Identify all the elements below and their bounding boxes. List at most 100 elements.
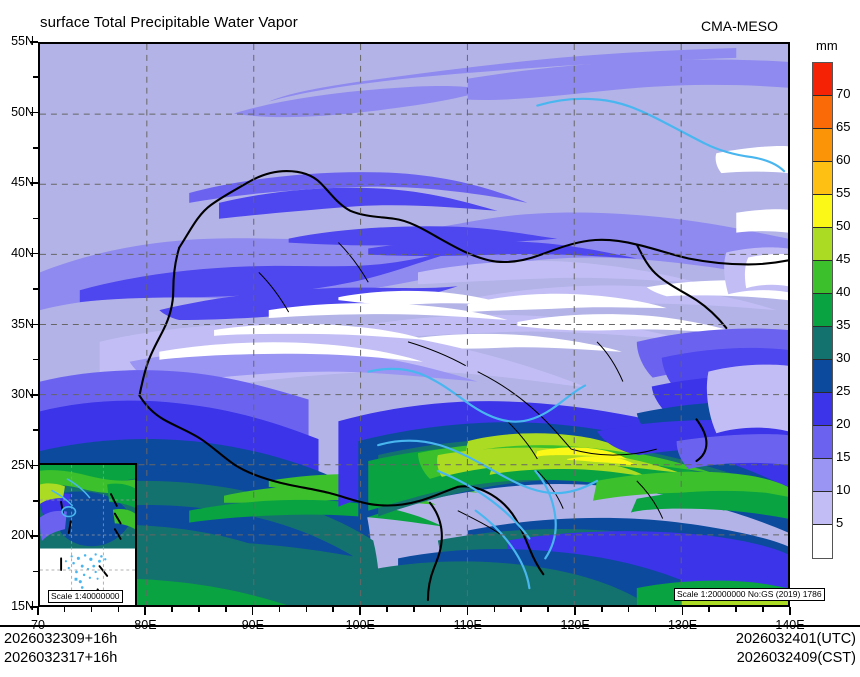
y-axis-minor-tick bbox=[33, 358, 38, 361]
map-canvas[interactable] bbox=[38, 42, 790, 607]
colorbar-tick-40: 40 bbox=[836, 284, 851, 299]
colorbar-segment bbox=[813, 525, 832, 558]
colorbar[interactable] bbox=[812, 62, 833, 559]
south-china-sea-inset[interactable] bbox=[38, 463, 137, 607]
footer-left: 2026032309+16h 2026032317+16h bbox=[4, 630, 117, 668]
x-axis-minor-tick bbox=[63, 607, 66, 612]
y-axis-label-15N: 15N bbox=[11, 599, 34, 613]
x-axis-minor-tick bbox=[332, 607, 335, 612]
y-axis-label-50N: 50N bbox=[11, 104, 34, 119]
inset-contour-svg bbox=[40, 465, 135, 605]
y-axis-label-35N: 35N bbox=[11, 316, 34, 331]
x-axis-minor-tick bbox=[627, 607, 630, 612]
x-axis-tick-130E bbox=[681, 607, 684, 615]
x-axis-minor-tick bbox=[305, 607, 308, 612]
colorbar-tick-60: 60 bbox=[836, 152, 851, 167]
y-axis-tick-45N bbox=[30, 182, 38, 184]
colorbar-segment bbox=[813, 195, 832, 228]
x-axis-minor-tick bbox=[171, 607, 173, 612]
x-axis-tick-100E bbox=[359, 607, 361, 615]
x-axis-tick-70 bbox=[37, 607, 39, 615]
colorbar-tick-70: 70 bbox=[836, 86, 851, 101]
x-axis-minor-tick bbox=[654, 607, 657, 612]
y-axis-minor-tick bbox=[33, 429, 38, 432]
map-contour-svg bbox=[40, 44, 788, 605]
colorbar-segment bbox=[813, 96, 832, 129]
x-axis-minor-tick bbox=[708, 607, 711, 612]
colorbar-segment bbox=[813, 162, 832, 195]
y-axis-minor-tick bbox=[33, 76, 38, 78]
footer-right-line2: 2026032409(CST) bbox=[736, 650, 856, 666]
x-axis-minor-tick bbox=[735, 607, 737, 612]
x-axis-tick-110E bbox=[466, 607, 469, 615]
y-axis-label-20N: 20N bbox=[11, 528, 34, 543]
colorbar-segment bbox=[813, 63, 832, 96]
colorbar-tick-15: 15 bbox=[836, 449, 851, 464]
y-axis-minor-tick bbox=[33, 288, 38, 290]
footer-left-line2: 2026032317+16h bbox=[4, 650, 118, 666]
y-axis-tick-15N bbox=[30, 606, 38, 608]
colorbar-segment bbox=[813, 129, 832, 162]
x-axis-tick-120E bbox=[574, 607, 576, 615]
y-axis-label-45N: 45N bbox=[11, 175, 34, 190]
colorbar-segment bbox=[813, 492, 832, 525]
colorbar-segment bbox=[813, 360, 832, 393]
y-axis-tick-50N bbox=[30, 111, 38, 114]
y-axis-label-40N: 40N bbox=[11, 245, 34, 260]
colorbar-segment bbox=[813, 459, 832, 492]
colorbar-segment bbox=[813, 261, 832, 294]
y-axis-label-30N: 30N bbox=[11, 387, 34, 402]
colorbar-segment bbox=[813, 426, 832, 459]
y-axis-tick-35N bbox=[30, 323, 38, 326]
x-axis-minor-tick bbox=[386, 607, 388, 612]
y-axis-tick-30N bbox=[30, 394, 38, 396]
colorbar-segment bbox=[813, 294, 832, 327]
map-scale-stamp: Scale 1:20000000 No:GS (2019) 1786 bbox=[674, 588, 825, 601]
colorbar-tick-25: 25 bbox=[836, 383, 851, 398]
x-axis-minor-tick bbox=[278, 607, 281, 612]
x-axis-tick-140E bbox=[789, 607, 791, 615]
x-axis-minor-tick bbox=[439, 607, 442, 612]
y-axis-label-25N: 25N bbox=[11, 457, 34, 472]
colorbar-tick-10: 10 bbox=[836, 482, 851, 497]
colorbar-tick-50: 50 bbox=[836, 218, 851, 233]
y-axis-tick-25N bbox=[30, 464, 38, 467]
y-axis-tick-55N bbox=[30, 41, 38, 43]
colorbar-segment bbox=[813, 327, 832, 360]
colorbar-tick-45: 45 bbox=[836, 251, 851, 266]
y-axis-minor-tick bbox=[33, 500, 38, 502]
inset-scale-stamp: Scale 1:40000000 bbox=[48, 590, 123, 603]
y-axis-minor-tick bbox=[33, 146, 38, 149]
x-axis-minor-tick bbox=[198, 607, 200, 612]
colorbar-tick-55: 55 bbox=[836, 185, 851, 200]
colorbar-tick-30: 30 bbox=[836, 350, 851, 365]
x-axis-minor-tick bbox=[117, 607, 120, 612]
y-axis-tick-20N bbox=[30, 535, 38, 537]
colorbar-tick-65: 65 bbox=[836, 119, 851, 134]
x-axis-tick-90E bbox=[251, 607, 254, 615]
x-axis-minor-tick bbox=[520, 607, 523, 612]
x-axis-minor-tick bbox=[762, 607, 764, 612]
page-title: surface Total Precipitable Water Vapor bbox=[40, 14, 298, 31]
colorbar-units-label: mm bbox=[816, 38, 838, 53]
footer-right-line1: 2026032401(UTC) bbox=[735, 631, 856, 647]
colorbar-tick-35: 35 bbox=[836, 317, 851, 332]
colorbar-segment bbox=[813, 393, 832, 426]
colorbar-segment bbox=[813, 228, 832, 261]
x-axis-minor-tick bbox=[547, 607, 549, 612]
y-axis-minor-tick bbox=[33, 570, 38, 573]
y-axis-tick-40N bbox=[30, 252, 38, 255]
colorbar-tick-5: 5 bbox=[836, 515, 844, 530]
x-axis-minor-tick bbox=[493, 607, 496, 612]
x-axis-minor-tick bbox=[225, 607, 227, 612]
x-axis-minor-tick bbox=[601, 607, 603, 612]
x-axis-minor-tick bbox=[413, 607, 415, 612]
footer-divider bbox=[0, 625, 860, 627]
y-axis-label-55N: 55N bbox=[11, 34, 34, 48]
model-tag: CMA-MESO bbox=[701, 18, 778, 34]
footer-right: 2026032401(UTC) 2026032409(CST) bbox=[736, 630, 856, 668]
x-axis-tick-80E bbox=[144, 607, 147, 615]
footer-left-line1: 2026032309+16h bbox=[4, 631, 118, 647]
colorbar-tick-20: 20 bbox=[836, 416, 851, 431]
